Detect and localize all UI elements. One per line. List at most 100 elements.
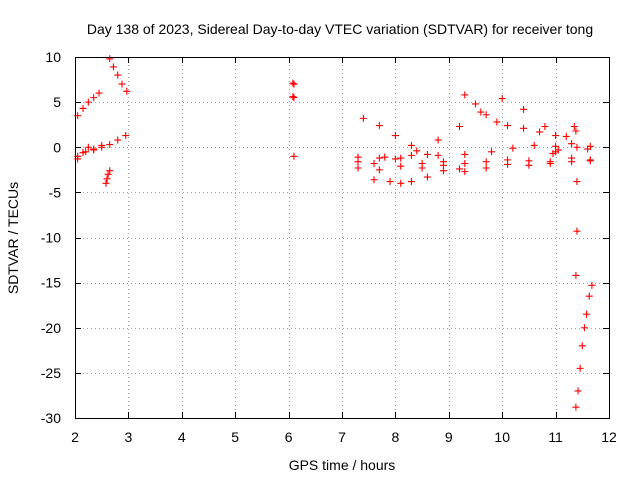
- data-point: [504, 156, 512, 164]
- axis-ticks: [75, 57, 610, 419]
- data-point: [568, 140, 576, 148]
- data-point: [423, 150, 431, 158]
- gridlines: [75, 57, 609, 418]
- data-point: [370, 176, 378, 184]
- series-seg5: [106, 55, 131, 95]
- series-seg6: [289, 79, 298, 160]
- y-tick-label: -5: [49, 184, 62, 200]
- data-point: [525, 157, 533, 165]
- series-seg13: [370, 173, 431, 187]
- y-tick-label: -10: [41, 230, 61, 246]
- data-point: [583, 310, 591, 318]
- y-tick-label: -25: [41, 365, 61, 381]
- data-point: [578, 342, 586, 350]
- chart-title: Day 138 of 2023, Sidereal Day-to-day VTE…: [87, 21, 593, 37]
- x-tick-label: 4: [178, 429, 186, 445]
- series-seg1: [74, 89, 103, 120]
- data-point: [391, 132, 399, 140]
- series-seg3: [74, 141, 106, 163]
- y-axis-label: SDTVAR / TECUs: [5, 182, 21, 294]
- data-point: [106, 167, 114, 175]
- data-point: [370, 159, 378, 167]
- x-tick-label: 6: [285, 429, 293, 445]
- data-point: [580, 324, 588, 332]
- data-point: [123, 87, 131, 95]
- x-tick-label: 8: [392, 429, 400, 445]
- data-point: [439, 158, 447, 166]
- data-point: [290, 94, 298, 102]
- data-point: [461, 150, 469, 158]
- data-point: [509, 144, 517, 152]
- data-point: [482, 111, 490, 119]
- y-tick-label: -20: [41, 320, 61, 336]
- data-point: [84, 143, 92, 151]
- data-point: [109, 63, 117, 71]
- x-tick-label: 7: [338, 429, 346, 445]
- series-seg10: [354, 141, 594, 161]
- series-seg9: [359, 114, 463, 173]
- data-point: [573, 227, 581, 235]
- data-point: [375, 154, 383, 162]
- data-points: [74, 55, 596, 411]
- data-point: [74, 155, 82, 163]
- data-point: [106, 141, 114, 149]
- data-point: [122, 132, 130, 140]
- data-point: [488, 148, 496, 156]
- series-seg12: [461, 91, 592, 153]
- data-point: [118, 80, 126, 88]
- y-tick-label: 5: [53, 94, 61, 110]
- data-point: [90, 146, 98, 154]
- data-point: [418, 159, 426, 167]
- x-tick-label: 11: [548, 429, 563, 445]
- y-tick-label: 0: [53, 139, 61, 155]
- data-point: [381, 153, 389, 161]
- series-seg8: [354, 154, 594, 169]
- data-point: [407, 151, 415, 159]
- x-tick-label: 3: [125, 429, 133, 445]
- x-tick-label: 10: [494, 429, 510, 445]
- data-point: [391, 155, 399, 163]
- series-seg7: [354, 156, 594, 176]
- data-point: [504, 122, 512, 130]
- data-point: [375, 122, 383, 130]
- y-tick-label: 10: [45, 49, 61, 65]
- data-point: [572, 403, 580, 411]
- data-point: [541, 122, 549, 130]
- data-point: [354, 164, 362, 172]
- data-point: [90, 94, 98, 102]
- data-point: [74, 112, 82, 120]
- series-seg16: [572, 281, 596, 411]
- x-axis-label: GPS time / hours: [289, 457, 396, 473]
- x-tick-label: 5: [231, 429, 239, 445]
- y-tick-label: -15: [41, 275, 61, 291]
- data-point: [572, 271, 580, 279]
- data-point: [530, 141, 538, 149]
- data-point: [79, 149, 87, 157]
- data-point: [397, 154, 405, 162]
- data-point: [104, 170, 112, 178]
- y-tick-label: -30: [41, 410, 61, 426]
- data-point: [386, 178, 394, 186]
- data-point: [375, 166, 383, 174]
- data-point: [546, 158, 554, 166]
- x-tick-labels: 2 3 4 5 6 7 8 9 10 11 12: [71, 429, 617, 445]
- data-point: [520, 105, 528, 113]
- data-point: [584, 145, 592, 153]
- data-point: [482, 158, 490, 166]
- series-seg4: [102, 167, 114, 187]
- data-point: [562, 132, 570, 140]
- data-point: [472, 100, 479, 108]
- series-seg15: [570, 122, 581, 279]
- data-point: [493, 118, 501, 126]
- x-tick-label: 12: [601, 429, 617, 445]
- data-point: [413, 147, 421, 155]
- data-point: [477, 108, 485, 116]
- series-seg14: [549, 146, 562, 158]
- data-point: [461, 168, 469, 176]
- data-point: [573, 178, 581, 186]
- y-tick-labels: -30 -25 -20 -15 -10 -5 0 5 10: [41, 49, 61, 426]
- data-point: [289, 93, 297, 101]
- data-point: [434, 136, 442, 144]
- data-point: [572, 127, 580, 135]
